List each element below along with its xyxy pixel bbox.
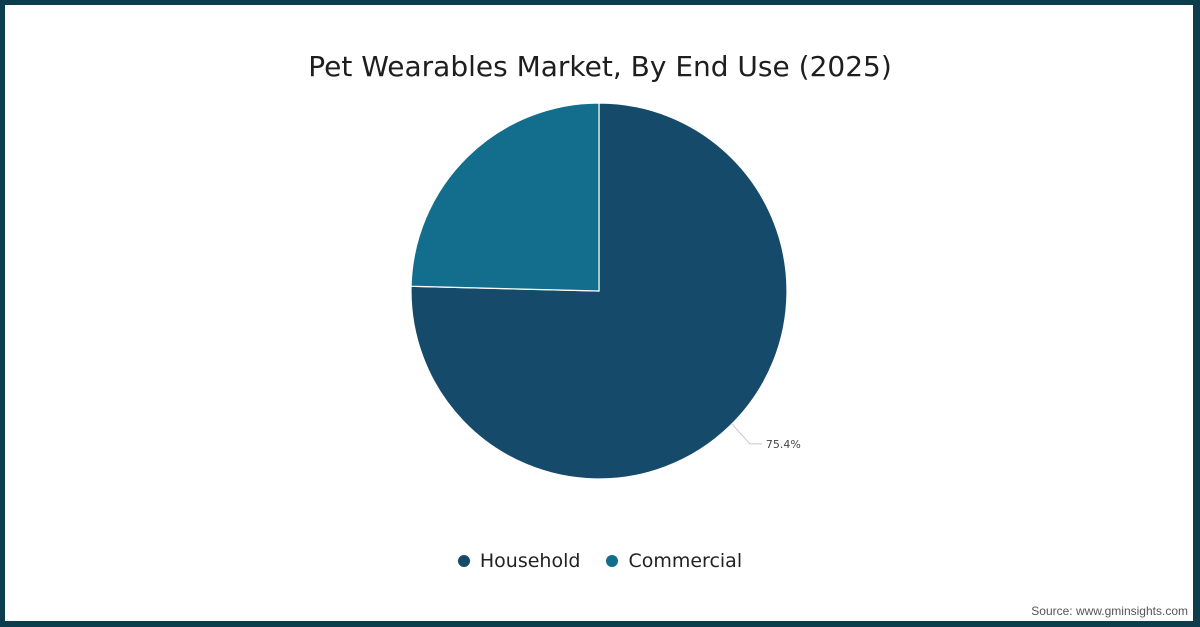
leader-line — [731, 423, 762, 445]
legend: Household Commercial — [0, 550, 1200, 572]
legend-label-household: Household — [479, 550, 581, 572]
pie-slice-commercial[interactable] — [410, 102, 600, 292]
data-label-household: 75.4% — [766, 438, 801, 451]
legend-item-household[interactable]: Household — [457, 550, 581, 572]
chart-title: Pet Wearables Market, By End Use (2025) — [308, 50, 892, 83]
legend-item-commercial[interactable]: Commercial — [606, 550, 742, 572]
legend-dot-commercial-icon — [606, 555, 619, 567]
legend-dot-household-icon — [457, 555, 470, 567]
legend-label-commercial: Commercial — [628, 550, 743, 572]
source-text: Source: www.gminsights.com — [1031, 604, 1188, 618]
